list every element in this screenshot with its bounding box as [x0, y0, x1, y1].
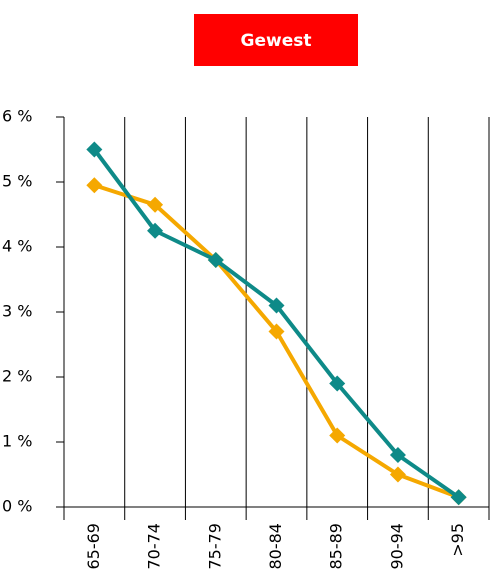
chart-title: Gewest [241, 31, 312, 51]
y-tick-label: 1 % [2, 432, 32, 451]
x-tick-label: 80-84 [266, 523, 285, 570]
marker [207, 252, 224, 268]
marker [147, 222, 164, 239]
marker [389, 466, 406, 483]
y-tick-label: 5 % [2, 172, 32, 191]
y-tick-label: 3 % [2, 302, 32, 321]
y-tick-label: 4 % [2, 237, 32, 256]
marker [268, 297, 285, 314]
x-tick-label: 70-74 [145, 523, 164, 570]
y-tick-label: 2 % [2, 367, 32, 386]
marker [268, 323, 285, 340]
marker [86, 177, 103, 194]
marker [450, 489, 467, 506]
marker [147, 196, 164, 213]
marker [389, 447, 406, 463]
y-tick-label: 6 % [2, 107, 32, 126]
marker [329, 427, 346, 444]
x-tick-label: 90-94 [387, 523, 406, 570]
x-tick-label: >95 [448, 523, 467, 557]
x-tick-label: 85-89 [327, 523, 346, 570]
y-tick-label: 0 % [2, 497, 32, 516]
x-tick-label: 75-79 [205, 523, 224, 570]
title-box [194, 14, 358, 66]
x-tick-label: 65-69 [84, 523, 103, 570]
marker [86, 141, 103, 158]
marker [329, 375, 346, 392]
